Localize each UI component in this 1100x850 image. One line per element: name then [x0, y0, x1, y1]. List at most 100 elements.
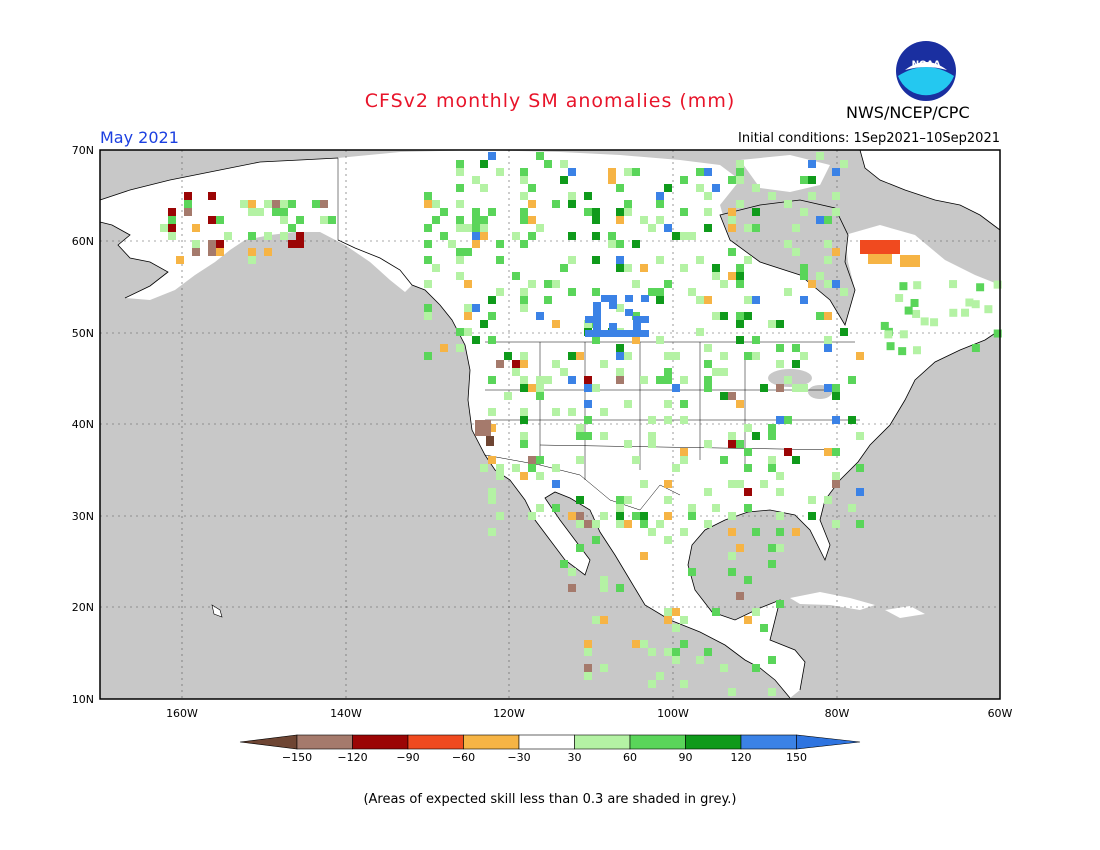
- anomaly-cell: [600, 432, 608, 440]
- anomaly-cell: [616, 304, 624, 312]
- anomaly-cell: [768, 424, 776, 432]
- anomaly-cell: [664, 608, 672, 616]
- anomaly-cell: [736, 312, 744, 320]
- anomaly-cell: [624, 208, 632, 216]
- anomaly-cell: [496, 512, 504, 520]
- anomaly-cell: [552, 480, 560, 488]
- anomaly-cell: [512, 232, 520, 240]
- noaa-logo-icon: NOAA: [896, 41, 956, 101]
- lon-label-140w: 140W: [330, 707, 362, 720]
- anomaly-cell: [760, 624, 768, 632]
- anomaly-cell: [816, 312, 824, 320]
- anomaly-cell: [456, 248, 464, 256]
- anomaly-cell: [256, 208, 264, 216]
- anomaly-cell: [856, 432, 864, 440]
- anomaly-cell: [224, 232, 232, 240]
- anomaly-cell: [520, 408, 528, 416]
- anomaly-cell: [784, 240, 792, 248]
- anomaly-cell: [568, 232, 576, 240]
- agency-label: NWS/NCEP/CPC: [846, 103, 970, 122]
- anomaly-cell: [688, 504, 696, 512]
- anomaly-cell: [884, 330, 893, 339]
- anomaly-cell: [680, 456, 688, 464]
- anomaly-cell: [624, 400, 632, 408]
- anomaly-cell: [648, 416, 656, 424]
- anomaly-cell: [696, 296, 704, 304]
- colorbar-tick-label: −120: [337, 751, 367, 764]
- anomaly-cell: [616, 496, 624, 504]
- anomaly-cell: [776, 416, 784, 424]
- anomaly-cell: [776, 320, 784, 328]
- anomaly-cell: [280, 208, 288, 216]
- anomaly-cell: [609, 323, 617, 330]
- lat-label-60n: 60N: [72, 235, 94, 248]
- anomaly-cell: [656, 376, 664, 384]
- anomaly-cell: [800, 272, 808, 280]
- land-hawaii: [211, 604, 223, 618]
- anomaly-cell: [832, 208, 840, 216]
- anomaly-cell: [736, 168, 744, 176]
- anomaly-cell: [856, 352, 864, 360]
- anomaly-cell: [808, 192, 816, 200]
- anomaly-cell: [552, 464, 560, 472]
- anomaly-cell: [744, 424, 752, 432]
- colorbar-segment: [239, 734, 298, 750]
- anomaly-cell: [168, 224, 176, 232]
- anomaly-cell: [633, 323, 641, 330]
- anomaly-cell: [288, 240, 296, 248]
- anomaly-cell: [520, 432, 528, 440]
- anomaly-cell: [584, 208, 592, 216]
- anomaly-cell: [512, 272, 520, 280]
- anomaly-cell: [840, 288, 848, 296]
- anomaly-cell: [576, 544, 584, 552]
- anomaly-cell: [640, 480, 648, 488]
- anomaly-cell: [800, 176, 808, 184]
- anomaly-cell: [736, 320, 744, 328]
- anomaly-cell: [656, 216, 664, 224]
- anomaly-cell: [584, 400, 592, 408]
- anomaly-cell: [840, 160, 848, 168]
- anomaly-cell: [432, 216, 440, 224]
- anomaly-cell: [656, 288, 664, 296]
- anomaly-cell: [520, 208, 528, 216]
- anomaly-cell: [641, 295, 649, 302]
- anomaly-cells: [160, 152, 1002, 696]
- anomaly-cell: [648, 288, 656, 296]
- anomaly-cell: [536, 312, 544, 320]
- anomaly-cell: [216, 216, 224, 224]
- anomaly-cell: [486, 436, 494, 446]
- anomaly-cell: [616, 208, 624, 216]
- anomaly-cell: [664, 376, 672, 384]
- anomaly-cell: [184, 200, 192, 208]
- lat-label-50n: 50N: [72, 327, 94, 340]
- anomaly-cell: [832, 392, 840, 400]
- anomaly-cell: [648, 440, 656, 448]
- anomaly-cell: [736, 280, 744, 288]
- anomaly-cell: [728, 432, 736, 440]
- anomaly-cell: [584, 672, 592, 680]
- anomaly-cell: [520, 440, 528, 448]
- anomaly-cell: [664, 536, 672, 544]
- anomaly-cell: [768, 456, 776, 464]
- lat-label-40n: 40N: [72, 418, 94, 431]
- anomaly-cell: [248, 232, 256, 240]
- anomaly-cell: [664, 512, 672, 520]
- anomaly-cell: [600, 664, 608, 672]
- anomaly-cell: [672, 384, 680, 392]
- anomaly-cell: [520, 168, 528, 176]
- anomaly-cell: [584, 320, 592, 328]
- anomaly-cell: [792, 344, 800, 352]
- anomaly-cell: [616, 368, 624, 376]
- colorbar-segment: [518, 734, 575, 750]
- colorbar-segment: [463, 734, 520, 750]
- anomaly-cell: [456, 184, 464, 192]
- anomaly-cell: [752, 224, 760, 232]
- anomaly-cell: [576, 424, 584, 432]
- anomaly-cell: [480, 232, 488, 240]
- anomaly-cell: [192, 248, 200, 256]
- anomaly-cell: [488, 312, 496, 320]
- anomaly-cell: [584, 376, 592, 384]
- anomaly-cell: [840, 328, 848, 336]
- anomaly-cell: [656, 672, 664, 680]
